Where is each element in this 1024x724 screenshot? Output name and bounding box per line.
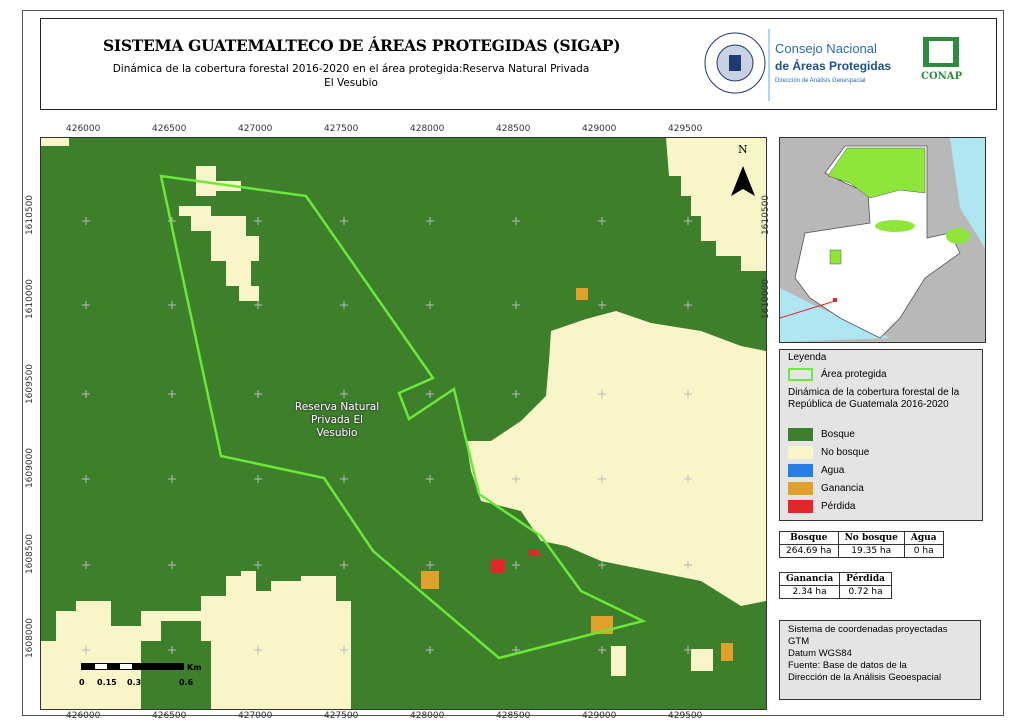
svg-text:0.3: 0.3 <box>127 678 141 687</box>
protected-area-boundary <box>159 174 647 660</box>
protected-area-label: Reserva Natural Privada El Vesubio <box>294 401 380 439</box>
svg-text:Km: Km <box>187 663 202 672</box>
y-tick: 1610500 <box>25 194 36 236</box>
x-tick: 427500 <box>324 124 359 134</box>
perdida-areas <box>491 549 539 573</box>
map-canvas: N Km 0 0.15 0.3 0.6 <box>41 138 766 709</box>
x-tick: 427500 <box>324 711 359 721</box>
institution-logos: Consejo Nacional de Áreas Protegidas Dir… <box>704 29 963 101</box>
x-tick: 429500 <box>668 124 703 134</box>
inset-y-tick: 1610500 <box>761 194 772 236</box>
y-tick: 1609000 <box>25 447 36 489</box>
y-tick: 1608000 <box>25 617 36 659</box>
legend-item-agua: Agua <box>788 464 844 477</box>
x-tick: 429000 <box>582 711 617 721</box>
scale-bar: Km 0 0.15 0.3 0.6 <box>79 663 202 687</box>
no-bosque-areas <box>41 138 766 709</box>
x-tick: 426500 <box>152 124 187 134</box>
x-tick: 428500 <box>496 124 531 134</box>
x-tick: 429500 <box>668 711 703 721</box>
svg-text:0.6: 0.6 <box>179 678 194 687</box>
legend-item-area: Área protegida <box>788 368 887 381</box>
svg-text:CONAP: CONAP <box>921 71 963 82</box>
coordinate-info: Sistema de coordenadas proyectadas GTM D… <box>779 620 981 700</box>
inset-canvas <box>780 138 985 342</box>
guatemala-seal-logo <box>704 32 766 94</box>
y-tick: 1608500 <box>25 533 36 575</box>
x-tick: 429000 <box>582 124 617 134</box>
legend-item-bosque: Bosque <box>788 428 855 441</box>
svg-text:Consejo Nacional: Consejo Nacional <box>775 41 877 56</box>
x-tick: 426500 <box>152 711 187 721</box>
legend-title: Leyenda <box>788 352 827 363</box>
svg-text:Dirección de Análisis Geoespac: Dirección de Análisis Geoespacial <box>775 78 865 84</box>
page-frame <box>22 10 1004 716</box>
north-arrow: N <box>731 143 755 196</box>
map-header: SISTEMA GUATEMALTECO DE ÁREAS PROTEGIDAS… <box>40 18 997 110</box>
y-tick: 1609500 <box>25 363 36 405</box>
map-subtitle: Dinámica de la cobertura forestal 2016-2… <box>112 63 590 89</box>
legend-item-perdida: Pérdida <box>788 500 855 513</box>
location-inset-map <box>779 137 986 343</box>
svg-text:de Áreas Protegidas: de Áreas Protegidas <box>775 58 891 73</box>
x-tick: 426000 <box>66 711 101 721</box>
main-map[interactable]: N Km 0 0.15 0.3 0.6 Reserva Natural Priv… <box>40 137 767 710</box>
legend: Leyenda Área protegida Dinámica de la co… <box>779 349 983 521</box>
legend-item-ganancia: Ganancia <box>788 482 864 495</box>
area-swatch <box>788 368 813 381</box>
legend-section-title: Dinámica de la cobertura forestal de la … <box>788 387 960 410</box>
svg-text:N: N <box>738 143 748 156</box>
stats-table-cover: Bosque No bosque Agua 264.69 ha 19.35 ha 0 h… <box>779 531 944 558</box>
x-tick: 427000 <box>238 124 273 134</box>
svg-text:0.15: 0.15 <box>97 678 117 687</box>
legend-item-no-bosque: No bosque <box>788 446 869 459</box>
inset-y-tick: 1610000 <box>761 278 772 320</box>
x-tick: 427000 <box>238 711 273 721</box>
x-tick: 428500 <box>496 711 531 721</box>
x-tick: 428000 <box>410 124 445 134</box>
grid-crosses <box>82 217 692 654</box>
map-title: SISTEMA GUATEMALTECO DE ÁREAS PROTEGIDAS… <box>103 36 621 55</box>
y-tick: 1610000 <box>25 278 36 320</box>
stats-table-change: Ganancia Pérdida 2.34 ha 0.72 ha <box>778 572 893 599</box>
svg-text:0: 0 <box>79 678 85 687</box>
x-tick: 428000 <box>410 711 445 721</box>
x-tick: 426000 <box>66 124 101 134</box>
